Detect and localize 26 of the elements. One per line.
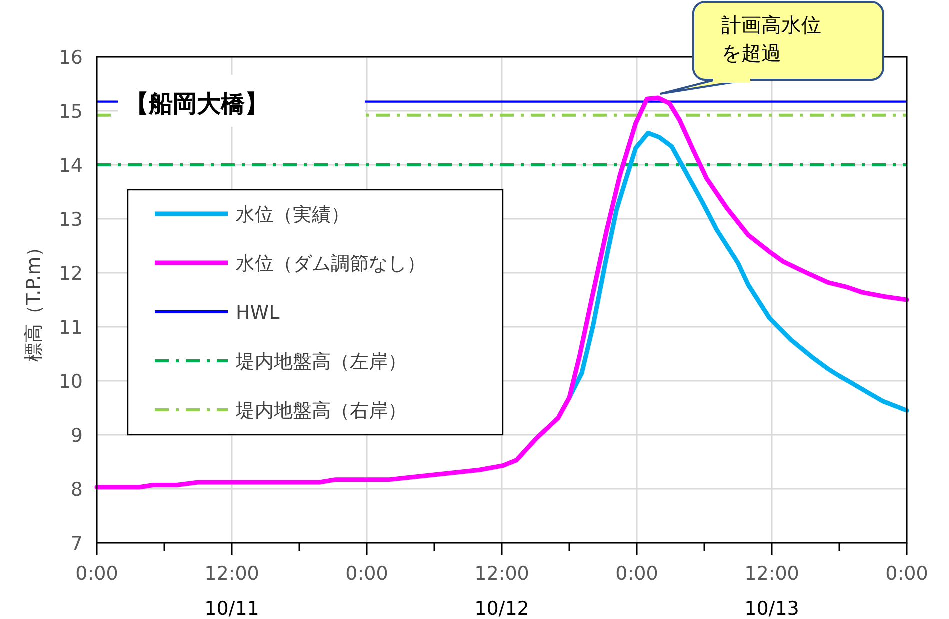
x-tick-label: 0:00 <box>346 563 388 585</box>
y-axis-title: 標高（T.P.m） <box>23 238 45 362</box>
y-tick-label: 12 <box>58 263 83 285</box>
y-tick-label: 9 <box>70 425 83 447</box>
y-tick-label: 16 <box>58 47 83 69</box>
x-tick-label: 12:00 10/11 <box>204 563 260 619</box>
legend-label: 堤内地盤高（右岸） <box>235 400 407 422</box>
legend-label: HWL <box>236 302 280 324</box>
annotation: 計画高水位を超過 <box>721 13 822 65</box>
y-tick-label: 11 <box>58 317 83 339</box>
x-tick-label: 12:00 10/12 <box>474 563 530 619</box>
x-tick-label: 0:00 <box>616 563 658 585</box>
x-tick-label: 0:00 <box>886 563 928 585</box>
y-tick-label: 14 <box>58 155 83 177</box>
x-tick-label: 0:00 <box>76 563 118 585</box>
callout: 計画高水位を超過 <box>659 1 884 96</box>
legend-label: 水位（実績） <box>236 204 350 226</box>
text: 【船岡大橋】 <box>125 90 269 118</box>
y-tick-label: 10 <box>58 371 83 393</box>
y-tick-label: 7 <box>70 533 83 555</box>
legend-label: 堤内地盤高（左岸） <box>235 351 407 373</box>
y-tick-label: 13 <box>58 209 83 231</box>
y-tick-label: 8 <box>70 479 83 501</box>
y-tick-label: 15 <box>58 101 83 123</box>
x-tick-label: 12:00 10/13 <box>744 563 800 619</box>
legend-label: 水位（ダム調節なし） <box>236 253 426 275</box>
